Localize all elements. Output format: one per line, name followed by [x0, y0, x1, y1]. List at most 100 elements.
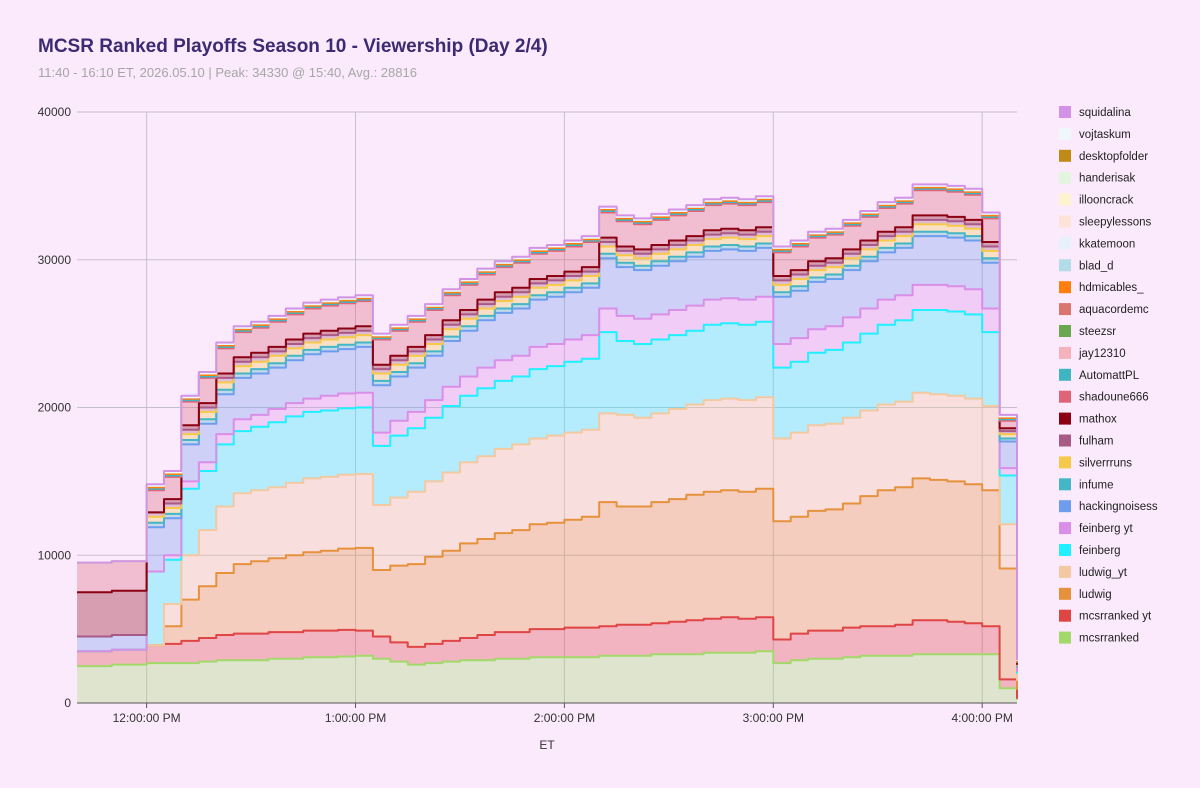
legend-item-feinberg[interactable]: feinberg — [1059, 544, 1121, 557]
legend-swatch — [1059, 171, 1071, 184]
chart-title: MCSR Ranked Playoffs Season 10 - Viewers… — [38, 36, 548, 57]
series-line-mcsrranked — [77, 650, 1018, 700]
legend-swatch — [1059, 412, 1071, 425]
legend-swatch — [1059, 106, 1071, 118]
legend-label: feinberg yt — [1079, 523, 1134, 535]
legend-item-mathox[interactable]: mathox — [1059, 412, 1117, 426]
legend-label: shadoune666 — [1079, 392, 1149, 404]
legend-item-hdmicables[interactable]: hdmicables_ — [1059, 281, 1144, 294]
legend-item-jay12310[interactable]: jay12310 — [1059, 346, 1126, 360]
legend-item-sleepylessons[interactable]: sleepylessons — [1059, 215, 1151, 229]
y-tick-label: 40000 — [38, 105, 72, 119]
legend-swatch — [1059, 325, 1071, 337]
legend-item-blad-d[interactable]: blad_d — [1059, 259, 1114, 272]
legend-item-infume[interactable]: infume — [1059, 478, 1114, 491]
legend-item-silverrruns[interactable]: silverrruns — [1059, 456, 1132, 469]
series-line-ludwig — [77, 477, 1018, 690]
x-tick-label: 4:00:00 PM — [951, 711, 1012, 725]
y-tick-label: 0 — [64, 696, 71, 710]
legend-label: illooncrack — [1079, 195, 1134, 207]
series-line-feinberg-yt — [77, 283, 1018, 672]
legend-swatch — [1059, 281, 1071, 294]
legend-label: mcsrranked — [1079, 633, 1139, 645]
legend-swatch — [1059, 609, 1071, 622]
area-ludwig-yt — [77, 392, 1017, 690]
legend-swatch — [1059, 434, 1071, 447]
legend-item-vojtaskum[interactable]: vojtaskum — [1059, 127, 1131, 141]
legend-item-mcsrranked-yt[interactable]: mcsrranked yt — [1059, 609, 1152, 623]
legend-label: mathox — [1079, 414, 1117, 426]
legend-swatch — [1059, 303, 1071, 316]
legend-swatch — [1059, 500, 1071, 513]
legend-swatch — [1059, 346, 1071, 359]
legend-label: handerisak — [1079, 173, 1136, 185]
x-tick-label: 1:00:00 PM — [325, 711, 386, 725]
y-tick-label: 20000 — [38, 401, 72, 415]
legend-item-illooncrack[interactable]: illooncrack — [1059, 193, 1134, 207]
legend-swatch — [1059, 368, 1071, 381]
legend: squidalina vojtaskum desktopfolder handeris… — [1059, 106, 1158, 645]
legend-label: vojtaskum — [1079, 129, 1131, 141]
legend-label: desktopfolder — [1079, 151, 1148, 163]
legend-label: squidalina — [1079, 107, 1131, 119]
x-tick-label: 3:00:00 PM — [743, 711, 804, 725]
legend-item-ludwig[interactable]: ludwig — [1059, 587, 1112, 601]
legend-swatch — [1059, 587, 1071, 600]
legend-label: hackingnoisess — [1079, 501, 1158, 513]
legend-swatch — [1059, 215, 1071, 228]
legend-label: blad_d — [1079, 260, 1114, 272]
y-tick-label: 30000 — [38, 253, 72, 267]
line-layer — [77, 183, 1018, 700]
area-mcsrranked — [77, 651, 1017, 703]
legend-item-handerisak[interactable]: handerisak — [1059, 171, 1136, 185]
area-feinberg — [77, 310, 1017, 681]
series-line-feinberg — [77, 309, 1018, 674]
legend-item-mcsrranked[interactable]: mcsrranked — [1059, 631, 1139, 645]
legend-swatch — [1059, 149, 1071, 162]
legend-item-steezsr[interactable]: steezsr — [1059, 325, 1116, 338]
legend-item-shadoune666[interactable]: shadoune666 — [1059, 390, 1149, 404]
legend-swatch — [1059, 522, 1071, 535]
legend-swatch — [1059, 259, 1071, 272]
legend-swatch — [1059, 237, 1071, 250]
legend-label: kkatemoon — [1079, 238, 1135, 250]
legend-label: ludwig — [1079, 589, 1112, 601]
legend-swatch — [1059, 127, 1071, 140]
legend-label: feinberg — [1079, 545, 1121, 557]
legend-item-kkatemoon[interactable]: kkatemoon — [1059, 237, 1135, 250]
legend-swatch — [1059, 478, 1071, 491]
legend-item-fulham[interactable]: fulham — [1059, 434, 1114, 448]
legend-label: silverrruns — [1079, 457, 1132, 469]
legend-item-ludwig-yt[interactable]: ludwig_yt — [1059, 565, 1128, 579]
legend-swatch — [1059, 193, 1071, 206]
x-axis-title: ET — [539, 738, 555, 752]
legend-item-desktopfolder[interactable]: desktopfolder — [1059, 149, 1148, 163]
legend-label: hdmicables_ — [1079, 282, 1144, 294]
legend-swatch — [1059, 456, 1071, 469]
series-line-mathox — [77, 214, 1018, 665]
area-hackingnoisess — [77, 236, 1017, 672]
legend-item-aquacordemc[interactable]: aquacordemc — [1059, 303, 1149, 316]
series-line-mcsrranked-yt — [77, 616, 1018, 699]
legend-item-feinberg-yt[interactable]: feinberg yt — [1059, 522, 1134, 535]
legend-label: steezsr — [1079, 326, 1116, 338]
series-line-squidalina — [77, 183, 1018, 661]
legend-swatch — [1059, 390, 1071, 403]
legend-label: infume — [1079, 479, 1114, 491]
legend-label: ludwig_yt — [1079, 567, 1128, 579]
legend-item-hackingnoisess[interactable]: hackingnoisess — [1059, 500, 1158, 513]
legend-swatch — [1059, 544, 1071, 556]
x-tick-label: 2:00:00 PM — [534, 711, 595, 725]
legend-item-squidalina[interactable]: squidalina — [1059, 106, 1131, 119]
area-ludwig — [77, 478, 1017, 699]
x-tick-label: 12:00:00 PM — [113, 711, 181, 725]
area-mcsrranked-yt — [77, 617, 1017, 700]
series-line-ludwig-yt — [77, 391, 1018, 681]
legend-item-automattpl[interactable]: AutomattPL — [1059, 368, 1140, 382]
legend-label: AutomattPL — [1079, 370, 1140, 382]
legend-swatch — [1059, 631, 1071, 644]
area-feinberg-yt — [77, 284, 1017, 674]
legend-label: jay12310 — [1078, 348, 1126, 360]
chart-subtitle: 11:40 - 16:10 ET, 2026.05.10 | Peak: 343… — [38, 65, 417, 80]
